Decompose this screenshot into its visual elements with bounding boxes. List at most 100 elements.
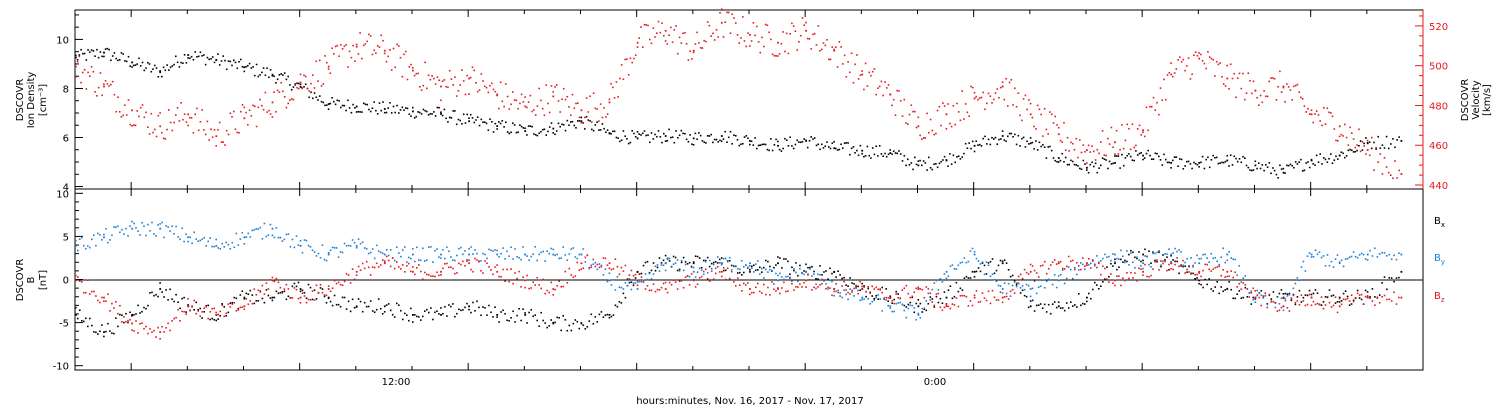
velocity-point — [631, 61, 633, 64]
velocity-point — [362, 44, 365, 47]
by-point — [339, 251, 342, 253]
bz-point — [1080, 268, 1082, 271]
bz-point — [839, 295, 841, 297]
density-point — [524, 127, 526, 129]
by-point — [819, 274, 821, 276]
bz-point — [131, 329, 133, 331]
density-point — [457, 118, 460, 121]
bz-point — [1021, 277, 1024, 280]
bz-point — [696, 283, 699, 286]
bz-point — [759, 290, 761, 293]
by-point — [825, 283, 827, 285]
velocity-point — [580, 121, 583, 124]
density-point — [262, 67, 265, 69]
bz-point — [1298, 303, 1301, 306]
by-point — [1212, 257, 1214, 260]
density-point — [575, 127, 577, 129]
by-point — [195, 238, 197, 240]
by-point — [1360, 252, 1363, 255]
velocity-point — [255, 125, 258, 128]
velocity-point — [1108, 143, 1111, 145]
velocity-point — [1277, 86, 1279, 88]
bz-point — [315, 284, 318, 287]
by-point — [987, 264, 990, 267]
bz-point — [381, 259, 384, 261]
bz-point — [1132, 277, 1134, 279]
bx-point — [566, 329, 569, 332]
by-point — [1152, 252, 1154, 255]
velocity-point — [950, 125, 953, 128]
by-point — [833, 294, 835, 297]
velocity-point — [1052, 122, 1055, 124]
density-point — [103, 51, 105, 54]
bz-point — [468, 262, 470, 265]
by-point — [1208, 261, 1210, 263]
density-point — [747, 137, 749, 140]
density-point — [777, 140, 779, 143]
bz-point — [726, 267, 729, 270]
density-point — [452, 110, 454, 112]
by-point — [331, 246, 334, 249]
bx-point — [133, 314, 135, 316]
by-point — [422, 247, 424, 250]
bz-point — [787, 290, 789, 292]
by-point — [125, 227, 127, 230]
by-point — [745, 264, 747, 266]
density-point — [975, 140, 977, 142]
bz-point — [578, 269, 581, 271]
by-point — [163, 236, 165, 239]
velocity-point — [417, 72, 419, 75]
bx-point — [1312, 292, 1315, 295]
bx-point — [596, 321, 599, 323]
velocity-point — [448, 69, 451, 72]
bz-point — [813, 286, 815, 289]
by-point — [636, 288, 639, 290]
bz-point — [883, 298, 885, 301]
bx-point — [369, 300, 372, 302]
bz-point — [564, 270, 567, 273]
density-point — [1394, 146, 1396, 149]
bx-point — [1045, 311, 1048, 313]
density-point — [548, 126, 551, 128]
velocity-point — [1286, 83, 1288, 85]
by-point — [889, 305, 892, 308]
bz-point — [494, 266, 496, 268]
density-point — [940, 160, 942, 163]
velocity-point — [1340, 133, 1343, 136]
density-point — [815, 144, 818, 147]
bz-point — [550, 281, 552, 284]
bx-point — [530, 309, 532, 311]
by-point — [295, 235, 298, 237]
bz-point — [414, 273, 416, 276]
density-point — [1079, 167, 1081, 170]
bx-point — [444, 306, 446, 308]
by-point — [917, 312, 920, 315]
bz-point — [215, 311, 217, 314]
density-point — [812, 138, 814, 140]
bz-point — [1078, 265, 1080, 267]
density-point — [1056, 160, 1058, 163]
by-point — [175, 225, 177, 228]
bz-point — [714, 272, 717, 275]
velocity-point — [124, 104, 126, 106]
bx-point — [141, 310, 143, 313]
velocity-point — [973, 97, 976, 100]
by-point — [975, 257, 978, 260]
bz-point — [662, 282, 665, 285]
by-point — [404, 246, 406, 248]
velocity-point — [194, 113, 196, 116]
density-point — [1333, 159, 1336, 161]
by-point — [801, 272, 803, 274]
bz-point — [215, 314, 218, 316]
density-point — [129, 65, 131, 67]
density-point — [821, 143, 823, 146]
density-point — [136, 63, 138, 65]
bx-point — [1176, 260, 1178, 263]
bx-point — [243, 296, 246, 299]
density-point — [178, 66, 181, 68]
density-point — [1200, 161, 1202, 164]
by-point — [1294, 282, 1297, 285]
bz-point — [440, 270, 442, 273]
by-point — [1324, 265, 1327, 267]
by-point — [518, 256, 520, 259]
